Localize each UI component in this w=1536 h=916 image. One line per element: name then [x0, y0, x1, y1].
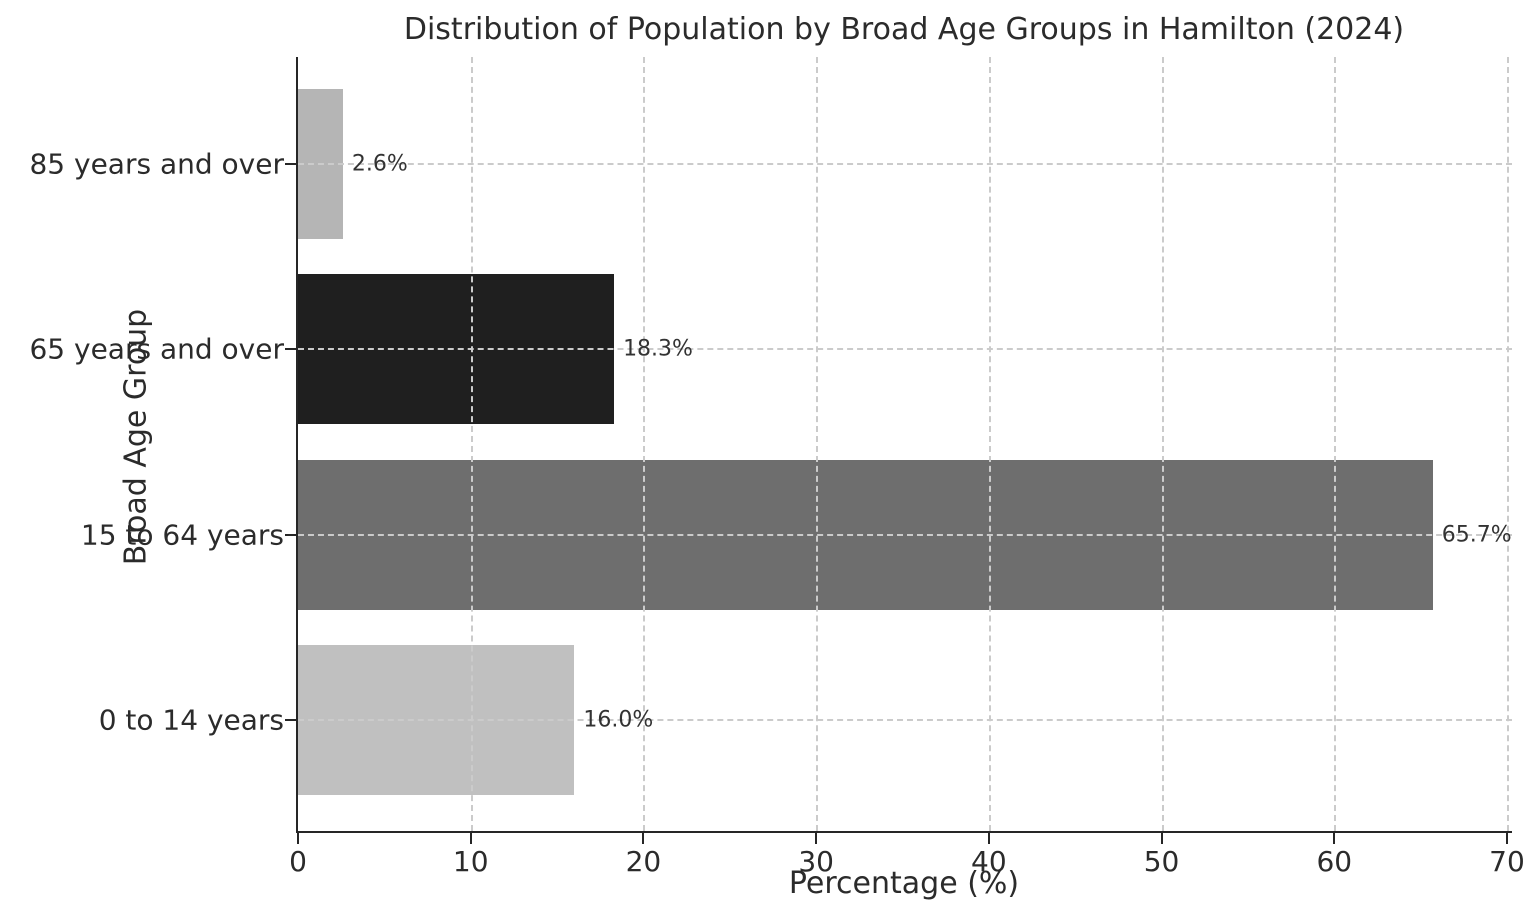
- x-tick-mark: [987, 833, 990, 844]
- vertical-gridline: [1507, 57, 1509, 831]
- x-tick-mark: [297, 833, 299, 844]
- x-tick-mark: [1333, 833, 1336, 844]
- vertical-gridline: [1334, 57, 1337, 831]
- x-tick-label: 50: [1143, 845, 1180, 878]
- x-tick-mark: [1506, 833, 1508, 844]
- y-tick-label: 85 years and over: [29, 147, 284, 181]
- y-tick-label: 15 to 64 years: [80, 518, 284, 552]
- x-tick-label: 30: [798, 845, 834, 878]
- y-tick-label: 65 years and over: [29, 332, 284, 366]
- x-tick-label: 10: [452, 845, 489, 878]
- horizontal-gridline: [298, 718, 1512, 721]
- y-tick-mark: [285, 348, 296, 351]
- plot-area: 0 10 20 30 40 50 60 70 2.6% 85 years and over 18.3…: [29, 57, 1525, 878]
- x-tick-label: 60: [1316, 845, 1353, 878]
- x-tick-mark: [469, 833, 472, 844]
- horizontal-gridline: [298, 533, 1512, 536]
- bar-value-label: 18.3%: [623, 336, 693, 362]
- y-tick-mark: [285, 718, 296, 721]
- bar-value-label: 2.6%: [351, 151, 408, 177]
- vertical-gridline: [816, 57, 819, 831]
- x-tick-label: 0: [289, 845, 307, 878]
- chart-title: Distribution of Population by Broad Age …: [403, 12, 1405, 47]
- x-tick-mark: [815, 833, 818, 844]
- y-tick-label: 0 to 14 years: [98, 703, 284, 737]
- bar-value-label: 65.7%: [1441, 522, 1512, 548]
- horizontal-gridline: [298, 348, 1512, 351]
- x-tick-mark: [1160, 833, 1163, 844]
- y-tick-mark: [285, 533, 296, 536]
- y-tick-mark: [285, 163, 296, 166]
- vertical-gridline: [988, 57, 991, 831]
- vertical-gridline: [643, 57, 646, 831]
- x-tick-label: 20: [625, 845, 662, 878]
- bar-value-label: 16.0%: [583, 707, 654, 733]
- horizontal-gridline: [298, 163, 1512, 166]
- vertical-gridline: [470, 57, 473, 831]
- vertical-gridline: [1161, 57, 1164, 831]
- x-tick-mark: [642, 833, 645, 844]
- x-axis-title: Percentage (%): [788, 866, 1020, 901]
- x-tick-label: 40: [971, 845, 1007, 878]
- x-tick-label: 70: [1489, 845, 1525, 878]
